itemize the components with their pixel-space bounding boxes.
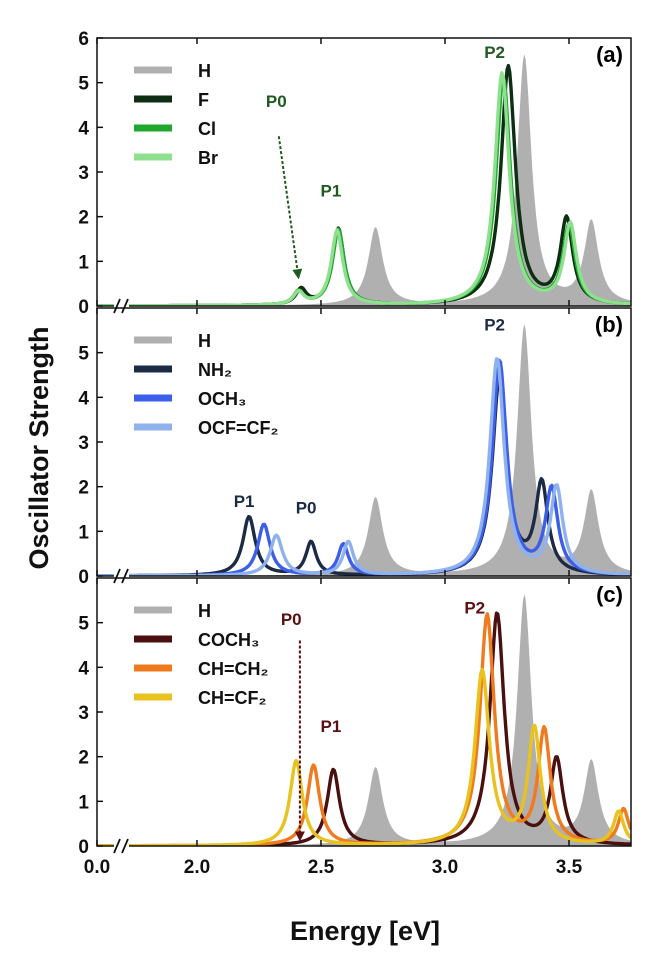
panel-b: 0 1 2 3 4 5 H NH₂ OCH₃ OCF=CF₂ (b) P1 P0 P2 [78, 307, 632, 588]
y-tick-label: 1 [78, 792, 89, 813]
x-tick-label: 3.5 [556, 857, 583, 878]
y-tick-label: 2 [78, 748, 89, 769]
peak-label-p2: P2 [464, 599, 485, 618]
y-tick-label: 3 [78, 703, 89, 724]
y-axis-title: Oscillator Strength [24, 326, 54, 569]
legend-label: H [198, 601, 211, 621]
panel-b-plot-area [97, 324, 631, 576]
peak-label-p2: P2 [484, 43, 505, 62]
y-tick-label: 5 [78, 614, 89, 635]
axis-break-mark [121, 568, 129, 584]
legend-label: H [198, 61, 211, 81]
x-axis-title: Energy [eV] [290, 916, 440, 946]
x-tick-label: 0.0 [84, 857, 110, 878]
y-tick-label: 4 [78, 388, 89, 409]
axis-break-mark [113, 838, 121, 854]
panel-a-series-h-area [97, 54, 631, 306]
axis-break-mark [113, 298, 121, 314]
legend-label: NH₂ [198, 360, 232, 380]
y-tick-label: 4 [78, 118, 89, 139]
axis-break-mark [113, 568, 121, 584]
legend-label: CH=CF₂ [198, 688, 267, 708]
y-tick-label: 2 [78, 478, 89, 499]
y-tick-label: 3 [78, 163, 89, 184]
panel-label: (a) [596, 42, 623, 67]
legend-label: CH=CH₂ [198, 659, 269, 679]
panel-b-series-ocf-cf--line [97, 357, 631, 576]
legend-label: OCH₃ [198, 389, 246, 409]
legend-label: COCH₃ [198, 630, 259, 650]
y-tick-label: 0 [78, 297, 89, 318]
panel-label: (b) [595, 312, 623, 337]
y-tick-label: 3 [78, 433, 89, 454]
panel-a-series-f-line [97, 63, 631, 306]
y-tick-label: 1 [78, 522, 89, 543]
peak-label-p1: P1 [320, 182, 341, 201]
peak-arrow-head [294, 831, 305, 842]
peak-label-p0: P0 [296, 498, 317, 517]
panel-c-series-ch-ch--line [97, 612, 631, 846]
peak-arrow [277, 136, 300, 280]
panel-c-plot-area [97, 594, 631, 846]
axis-break-mark [121, 838, 129, 854]
peak-label-p1: P1 [234, 492, 255, 511]
legend-label: Br [198, 148, 218, 168]
panel-a-series-cl-line [97, 75, 631, 306]
panel-a-plot-area [97, 54, 631, 306]
y-tick-label: 0 [78, 837, 89, 858]
x-tick-label: 2.0 [184, 857, 210, 878]
y-tick-label: 1 [78, 252, 89, 273]
legend-label: OCF=CF₂ [198, 418, 279, 438]
panel-b-series-och--line [97, 358, 631, 576]
panel-c: 0 1 2 3 4 5 H COCH₃ CH=CH₂ CH=CF₂ (c) P0 P1 P2 [78, 577, 632, 858]
axis-break-mark [121, 298, 129, 314]
legend-label: Cl [198, 119, 216, 139]
peak-label-p2: P2 [484, 315, 505, 334]
panel-b-series-h-area [97, 324, 631, 576]
panel-c-series-coch--line [97, 611, 631, 846]
y-tick-label: 4 [78, 658, 89, 679]
panel-c-series-h-area [97, 594, 631, 846]
panel-label: (c) [596, 582, 623, 607]
legend-label: F [198, 90, 209, 110]
x-tick-label: 3.0 [432, 857, 458, 878]
panel-a-series-br-line [97, 71, 631, 306]
panel-a: 0 1 2 3 4 5 6 HF Cl Br (a) P0 P1 P2 [78, 29, 632, 318]
y-tick-label: 6 [78, 29, 89, 50]
y-tick-label: 0 [78, 567, 89, 588]
y-tick-label: 5 [78, 344, 89, 365]
x-tick-label: 2.5 [308, 857, 335, 878]
panel-a-frame [96, 37, 632, 307]
panel-c-frame [96, 577, 632, 847]
peak-label-p1: P1 [320, 717, 341, 736]
legend-label: H [198, 331, 211, 351]
y-tick-label: 2 [78, 208, 89, 229]
peak-label-p0: P0 [281, 610, 302, 629]
peak-arrow-head [292, 268, 303, 280]
panel-b-series-nh--line [97, 375, 631, 576]
peak-label-p0: P0 [266, 92, 287, 111]
panel-c-series-ch-cf--line [97, 667, 631, 846]
y-tick-label: 5 [78, 74, 89, 95]
